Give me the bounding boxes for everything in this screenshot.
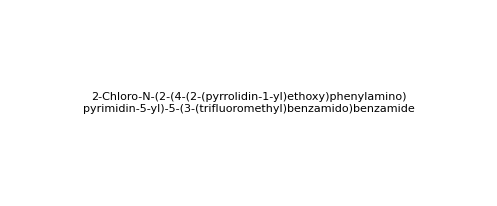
Text: 2-Chloro-N-(2-(4-(2-(pyrrolidin-1-yl)ethoxy)phenylamino)
pyrimidin-5-yl)-5-(3-(t: 2-Chloro-N-(2-(4-(2-(pyrrolidin-1-yl)eth… (83, 92, 414, 114)
